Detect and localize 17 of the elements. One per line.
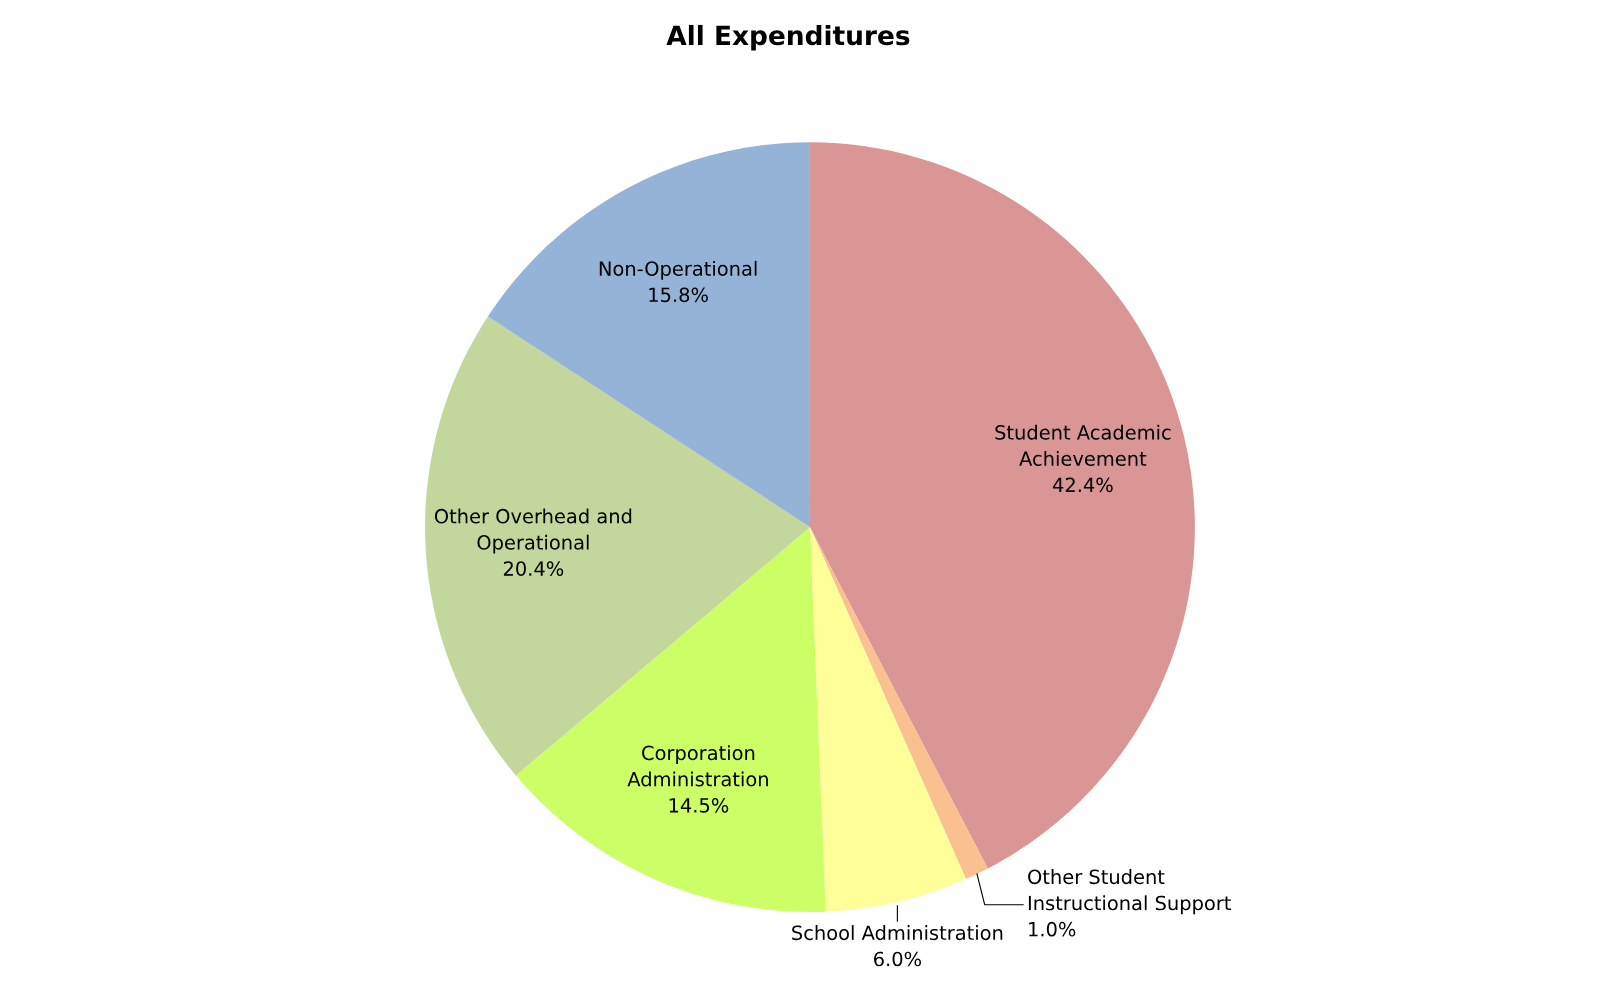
slice-label: Corporation Administration (627, 745, 768, 787)
pie-slice (809, 527, 967, 912)
slice-label: Student Academic Achievement (995, 424, 1171, 466)
data-label: 15.8% (649, 287, 708, 303)
data-label: 14.5% (669, 797, 729, 813)
data-label: 6.0% (874, 951, 922, 967)
slice-label: Other Student Instructional Support (1028, 869, 1231, 915)
data-label: 1.0% (1029, 921, 1076, 937)
slice-label: Other Overhead and Operational (434, 508, 632, 554)
pie-slice (809, 527, 988, 879)
pie-slice (487, 142, 810, 528)
chart-title: All Expenditures (666, 24, 910, 51)
data-label: 20.4% (503, 561, 564, 576)
slice-label: Non-Operational (599, 260, 757, 280)
data-label: 42.4% (1052, 477, 1113, 493)
slice-label: School Administration (792, 925, 1003, 941)
pie-slice (809, 142, 1195, 869)
